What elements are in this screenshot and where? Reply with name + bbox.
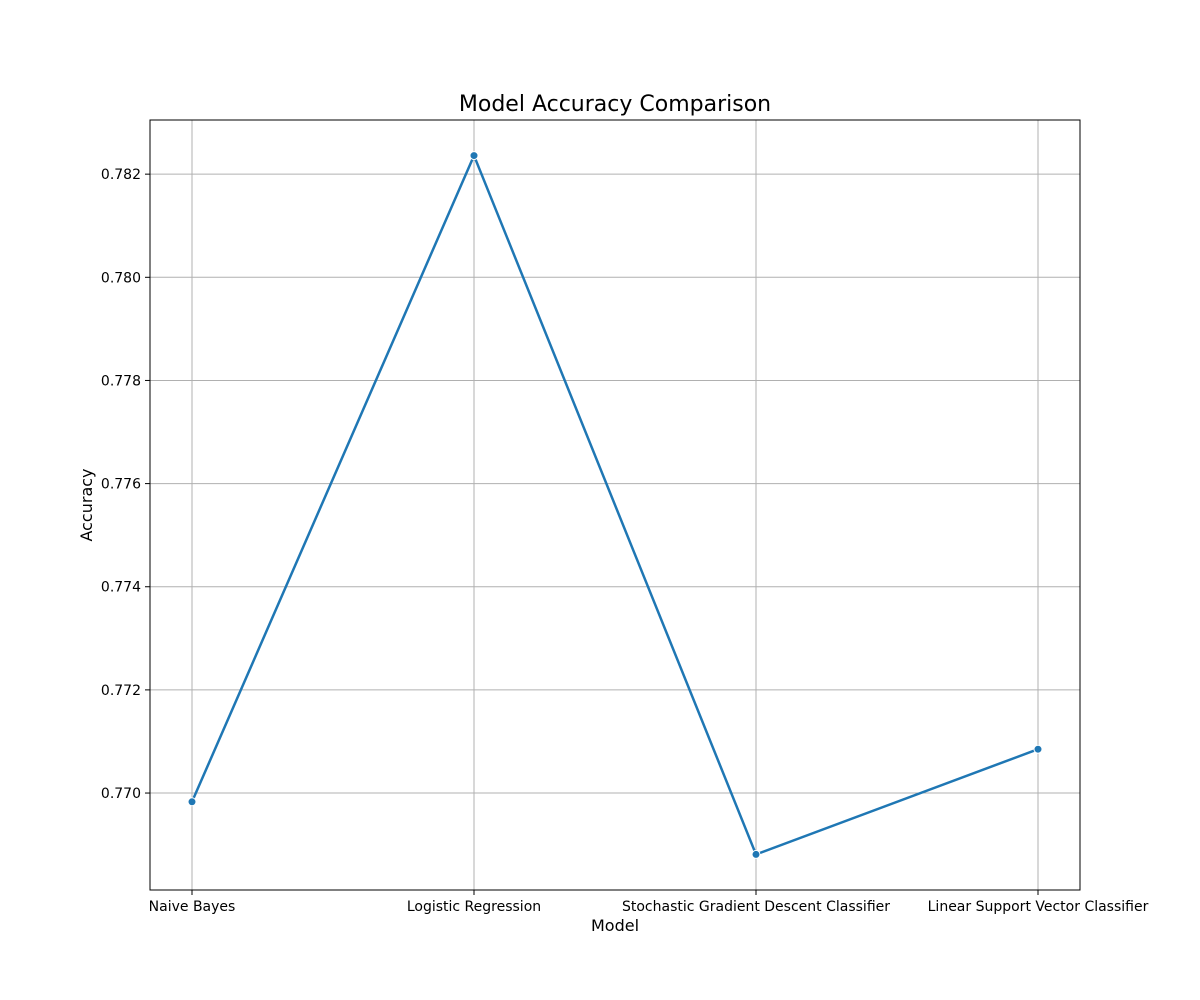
data-point — [469, 151, 479, 161]
series-layer — [187, 151, 1043, 859]
y-tick-label: 0.772 — [101, 683, 141, 699]
plot-area-frame — [149, 119, 1081, 891]
x-axis-title: Model — [591, 916, 639, 935]
y-axis-title: Accuracy — [77, 468, 96, 541]
data-point — [751, 849, 761, 859]
x-tick-label: Naive Bayes — [149, 899, 236, 915]
data-point — [1033, 744, 1043, 754]
data-point — [187, 797, 197, 807]
y-tick-label: 0.776 — [101, 477, 141, 493]
y-tick-label: 0.780 — [101, 270, 141, 286]
series-line — [190, 154, 1039, 856]
x-tick-label: Stochastic Gradient Descent Classifier — [622, 899, 890, 915]
chart-title: Model Accuracy Comparison — [459, 92, 771, 117]
x-tick-label: Linear Support Vector Classifier — [928, 899, 1149, 915]
x-tick-label: Logistic Regression — [407, 899, 541, 915]
y-tick-label: 0.770 — [101, 786, 141, 802]
y-tick-label: 0.774 — [101, 580, 141, 596]
ticks-layer: Naive Bayes Logistic Regression Stochastic… — [101, 167, 1149, 915]
grid-layer — [150, 120, 1080, 890]
y-tick-label: 0.782 — [101, 167, 141, 183]
y-tick-label: 0.778 — [101, 373, 141, 389]
